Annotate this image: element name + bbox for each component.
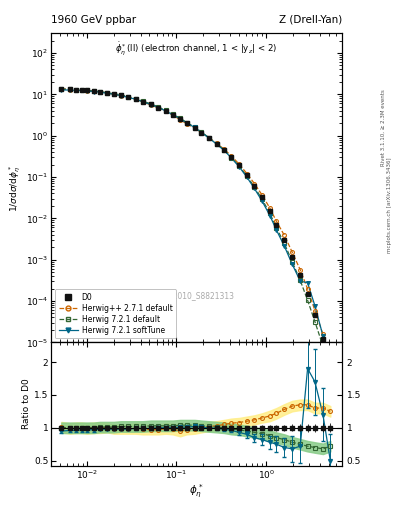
Text: Rivet 3.1.10, ≥ 2.3M events: Rivet 3.1.10, ≥ 2.3M events <box>381 90 386 166</box>
Text: D0_2010_S8821313: D0_2010_S8821313 <box>158 291 235 301</box>
X-axis label: $\phi^*_\eta$: $\phi^*_\eta$ <box>189 482 204 500</box>
Text: Z (Drell-Yan): Z (Drell-Yan) <box>279 14 342 25</box>
Y-axis label: 1/$\sigma$d$\sigma$/d$\phi^*_\eta$: 1/$\sigma$d$\sigma$/d$\phi^*_\eta$ <box>7 164 23 211</box>
Y-axis label: Ratio to D0: Ratio to D0 <box>22 379 31 430</box>
Text: 1960 GeV ppbar: 1960 GeV ppbar <box>51 14 136 25</box>
Text: mcplots.cern.ch [arXiv:1306.3436]: mcplots.cern.ch [arXiv:1306.3436] <box>387 157 391 252</box>
Legend: D0, Herwig++ 2.7.1 default, Herwig 7.2.1 default, Herwig 7.2.1 softTune: D0, Herwig++ 2.7.1 default, Herwig 7.2.1… <box>55 289 176 338</box>
Text: $\dot{\phi}^*_\eta$(ll) (electron channel, 1 < |y$_z$| < 2): $\dot{\phi}^*_\eta$(ll) (electron channe… <box>116 41 277 58</box>
